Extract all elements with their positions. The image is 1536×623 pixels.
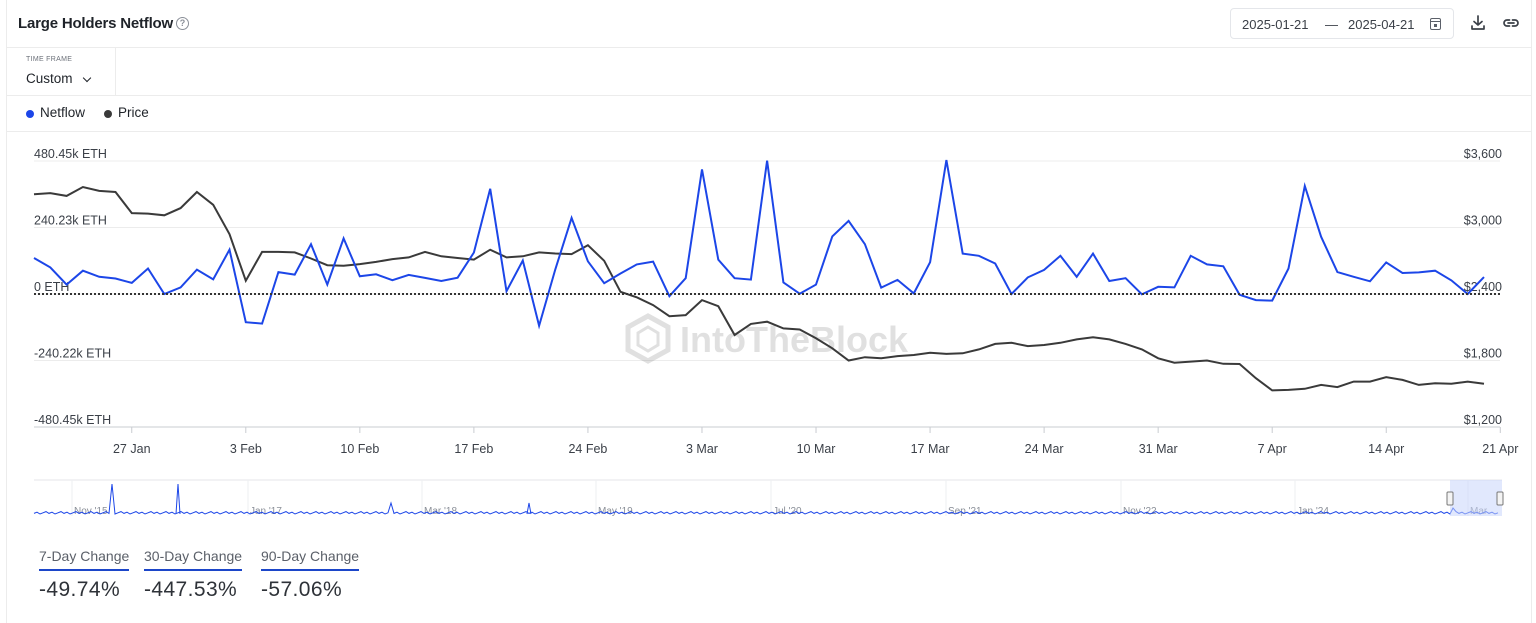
link-icon[interactable]	[1502, 14, 1520, 32]
y-left-tick-label: 480.45k ETH	[34, 147, 107, 161]
date-to[interactable]: 2025-04-21	[1348, 17, 1415, 32]
x-tick-label: 3 Mar	[686, 442, 718, 456]
navigator-label: Mar '18	[424, 506, 457, 517]
x-tick-label: 10 Feb	[340, 442, 379, 456]
y-right-tick-label: $1,800	[1464, 347, 1502, 361]
netflow-card: Large Holders Netflow ? 2025-01-21 — 202…	[6, 0, 1532, 623]
question-circle-icon[interactable]: ?	[176, 17, 189, 30]
navigator-handle[interactable]	[1496, 491, 1504, 506]
x-tick-label: 21 Apr	[1482, 442, 1518, 456]
x-tick-label: 17 Mar	[911, 442, 950, 456]
y-right-tick-label: $3,600	[1464, 147, 1502, 161]
card-header: Large Holders Netflow ? 2025-01-21 — 202…	[7, 0, 1531, 48]
x-tick-label: 24 Feb	[568, 442, 607, 456]
x-tick-label: 7 Apr	[1258, 442, 1287, 456]
thirty-day-change: 30-Day Change -447.53%	[144, 548, 243, 602]
navigator-handle[interactable]	[1446, 491, 1454, 506]
range-navigator[interactable]: Nov '15 Jan '17 Mar '18 May '19 Jul '20 Sep '…	[33, 479, 1504, 517]
calendar-icon[interactable]	[1430, 18, 1441, 30]
seven-day-change: 7-Day Change -49.74%	[39, 548, 130, 602]
change-value: -57.06%	[261, 578, 343, 601]
change-label[interactable]: 7-Day Change	[39, 548, 130, 571]
legend-label-price: Price	[118, 105, 149, 120]
x-tick-label: 10 Mar	[797, 442, 836, 456]
navigator-selection[interactable]	[1450, 480, 1502, 516]
date-from[interactable]: 2025-01-21	[1242, 17, 1309, 32]
divider	[7, 131, 1531, 132]
price-dot-icon	[104, 110, 112, 118]
netflow-chart[interactable]: IntoTheBlock 480.45k ETH 240.23k ETH 0 ETH…	[0, 0, 1536, 540]
navigator-label: Jan '17	[250, 506, 282, 517]
change-label[interactable]: 90-Day Change	[261, 548, 360, 571]
navigator-label: Jan '24	[1297, 506, 1329, 517]
navigator-label: Sep '21	[948, 506, 982, 517]
navigator-series-line	[33, 483, 1499, 515]
ninety-day-change: 90-Day Change -57.06%	[261, 548, 360, 602]
netflow-series-line	[33, 159, 1485, 330]
timeframe-label: TIME FRAME	[26, 56, 73, 63]
timeframe-value[interactable]: Custom	[26, 71, 73, 86]
x-tick-label: 14 Apr	[1368, 442, 1404, 456]
timeframe-selector[interactable]: TIME FRAME Custom	[7, 48, 116, 95]
y-right-tick-label: $2,400	[1464, 280, 1502, 294]
intotheblock-watermark: IntoTheBlock	[625, 313, 909, 364]
divider	[7, 95, 1531, 96]
price-series-line	[33, 185, 1485, 392]
x-tick-label: 17 Feb	[454, 442, 493, 456]
y-right-tick-label: $1,200	[1464, 413, 1502, 427]
date-separator: —	[1325, 17, 1338, 32]
y-left-tick-label: -480.45k ETH	[34, 413, 111, 427]
y-left-tick-label: 0 ETH	[34, 280, 69, 294]
netflow-dot-icon	[26, 110, 34, 118]
x-tick-label: 3 Feb	[230, 442, 262, 456]
change-value: -447.53%	[144, 578, 238, 601]
change-label[interactable]: 30-Day Change	[144, 548, 243, 571]
download-icon[interactable]	[1470, 14, 1486, 32]
legend-label-netflow: Netflow	[40, 105, 86, 120]
change-value: -49.74%	[39, 578, 121, 601]
y-right-tick-label: $3,000	[1464, 214, 1502, 228]
x-tick-label: 24 Mar	[1025, 442, 1064, 456]
watermark-text: IntoTheBlock	[680, 319, 909, 360]
y-left-tick-label: 240.23k ETH	[34, 214, 107, 228]
x-tick-label: 31 Mar	[1139, 442, 1178, 456]
card-title: Large Holders Netflow	[18, 15, 173, 32]
navigator-label: Jul '20	[773, 506, 802, 517]
y-left-tick-label: -240.22k ETH	[34, 347, 111, 361]
x-tick-label: 27 Jan	[113, 442, 151, 456]
date-range-picker[interactable]: 2025-01-21 — 2025-04-21	[1230, 8, 1454, 39]
